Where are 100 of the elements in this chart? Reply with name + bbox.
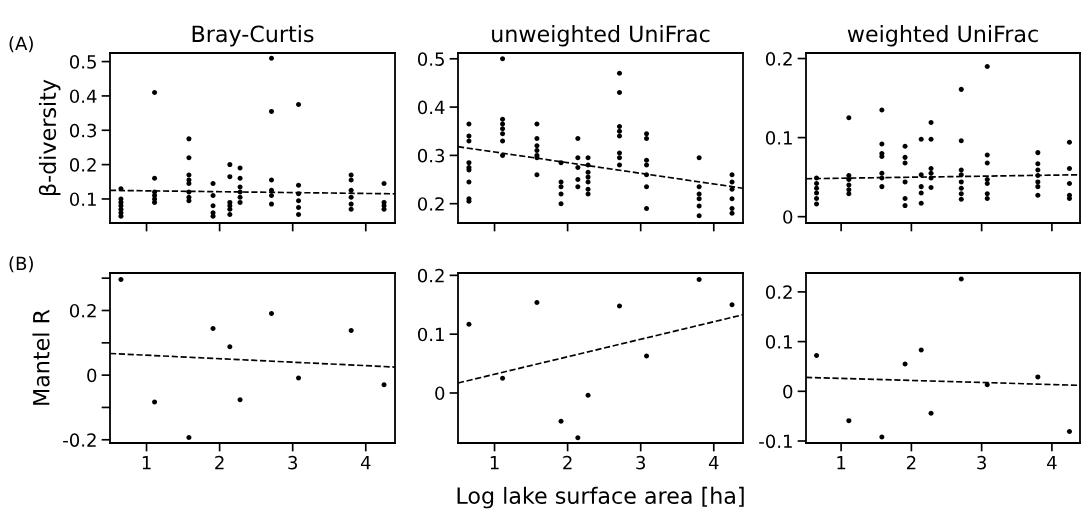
point xyxy=(186,189,192,195)
point xyxy=(186,198,192,204)
point xyxy=(296,205,302,211)
point xyxy=(984,382,990,388)
text: (A) xyxy=(9,36,33,53)
y-tick-label: 0.2 xyxy=(69,303,96,318)
y-tick-label: 0.1 xyxy=(765,335,792,349)
point xyxy=(210,326,216,332)
y-tick-label: 0.4 xyxy=(417,100,445,115)
y-tick-label: 0.1 xyxy=(765,131,792,145)
point xyxy=(186,136,192,142)
point xyxy=(348,201,354,207)
point xyxy=(644,353,650,359)
y-tick-label: 0.2 xyxy=(765,51,792,66)
x-tick-label: 2 xyxy=(215,455,224,470)
point xyxy=(534,299,540,305)
point xyxy=(296,198,302,204)
point xyxy=(928,410,934,416)
y-axis-title: Mantel R xyxy=(32,309,50,405)
point xyxy=(269,187,274,193)
x-tick-label: 2 xyxy=(563,455,572,470)
point xyxy=(269,55,274,61)
y-tick-label: -0.2 xyxy=(63,433,96,447)
point xyxy=(466,321,472,327)
point xyxy=(227,211,233,217)
y-tick-label: 0.5 xyxy=(417,52,444,66)
point xyxy=(227,344,233,350)
point xyxy=(227,174,233,180)
chart-title: unweighted UniFrac xyxy=(492,25,710,47)
x-axis-title: Log lake surface area [ha] xyxy=(457,486,744,509)
y-tick-label: 0.5 xyxy=(69,55,96,69)
point xyxy=(152,89,158,95)
point xyxy=(118,276,124,282)
point xyxy=(296,191,302,197)
point xyxy=(237,175,243,181)
point xyxy=(296,102,302,108)
x-tick-label: 1 xyxy=(490,456,499,470)
point xyxy=(237,397,243,403)
x-tick-label: 3 xyxy=(288,455,297,470)
point xyxy=(186,155,192,161)
point xyxy=(269,310,274,316)
point xyxy=(846,418,852,424)
y-tick-label: 0.1 xyxy=(69,192,96,207)
y-tick-label: 0.3 xyxy=(417,148,445,163)
x-tick-label: 1 xyxy=(837,456,846,470)
x-tick-label: 4 xyxy=(708,456,719,470)
point xyxy=(729,302,735,308)
point xyxy=(348,206,354,212)
point xyxy=(381,382,387,388)
y-tick-label: 0.1 xyxy=(417,327,444,342)
point xyxy=(617,303,622,309)
point xyxy=(237,194,243,200)
y-tick-label: 0 xyxy=(87,368,97,383)
point xyxy=(152,175,158,181)
point xyxy=(227,162,233,168)
x-tick-label: 2 xyxy=(906,455,916,470)
point xyxy=(500,375,506,381)
chart-title: Bray-Curtis xyxy=(192,25,314,47)
point xyxy=(558,418,564,424)
chart-title: weighted UniFrac xyxy=(847,25,1038,47)
point xyxy=(296,211,302,217)
point xyxy=(118,186,124,192)
y-tick-label: 0.2 xyxy=(417,268,444,283)
point xyxy=(269,177,274,183)
y-tick-label: 0.4 xyxy=(69,89,97,104)
point xyxy=(210,203,216,209)
point xyxy=(186,172,192,178)
y-tick-label: 0 xyxy=(783,210,793,224)
point xyxy=(1066,429,1072,435)
x-tick-label: 4 xyxy=(1047,456,1057,470)
point xyxy=(814,353,820,359)
y-tick-label: 0.2 xyxy=(69,158,96,172)
point xyxy=(575,435,581,441)
y-tick-label: 0.2 xyxy=(765,285,792,300)
point xyxy=(269,201,274,207)
point xyxy=(269,108,274,114)
point xyxy=(186,435,192,441)
x-tick-label: 3 xyxy=(977,455,986,470)
point xyxy=(186,181,192,187)
x-tick-label: 4 xyxy=(360,456,371,470)
y-axis-title: β-diversity xyxy=(38,79,61,195)
y-tick-label: 0.2 xyxy=(417,197,444,211)
point xyxy=(918,347,924,353)
point xyxy=(348,328,354,334)
y-tick-label: 0.3 xyxy=(69,123,97,138)
point xyxy=(269,193,274,199)
point xyxy=(958,276,964,282)
point xyxy=(237,199,243,205)
point xyxy=(152,399,158,405)
y-tick-label: 0 xyxy=(435,386,445,401)
text: (B) xyxy=(9,256,33,273)
point xyxy=(348,194,354,200)
y-tick-label: 0 xyxy=(783,384,793,399)
point xyxy=(1035,374,1041,380)
point xyxy=(296,182,302,188)
y-tick-label: -0.1 xyxy=(759,434,792,449)
point xyxy=(696,276,702,282)
point xyxy=(348,177,354,183)
point xyxy=(585,392,591,398)
x-tick-label: 1 xyxy=(142,456,151,470)
